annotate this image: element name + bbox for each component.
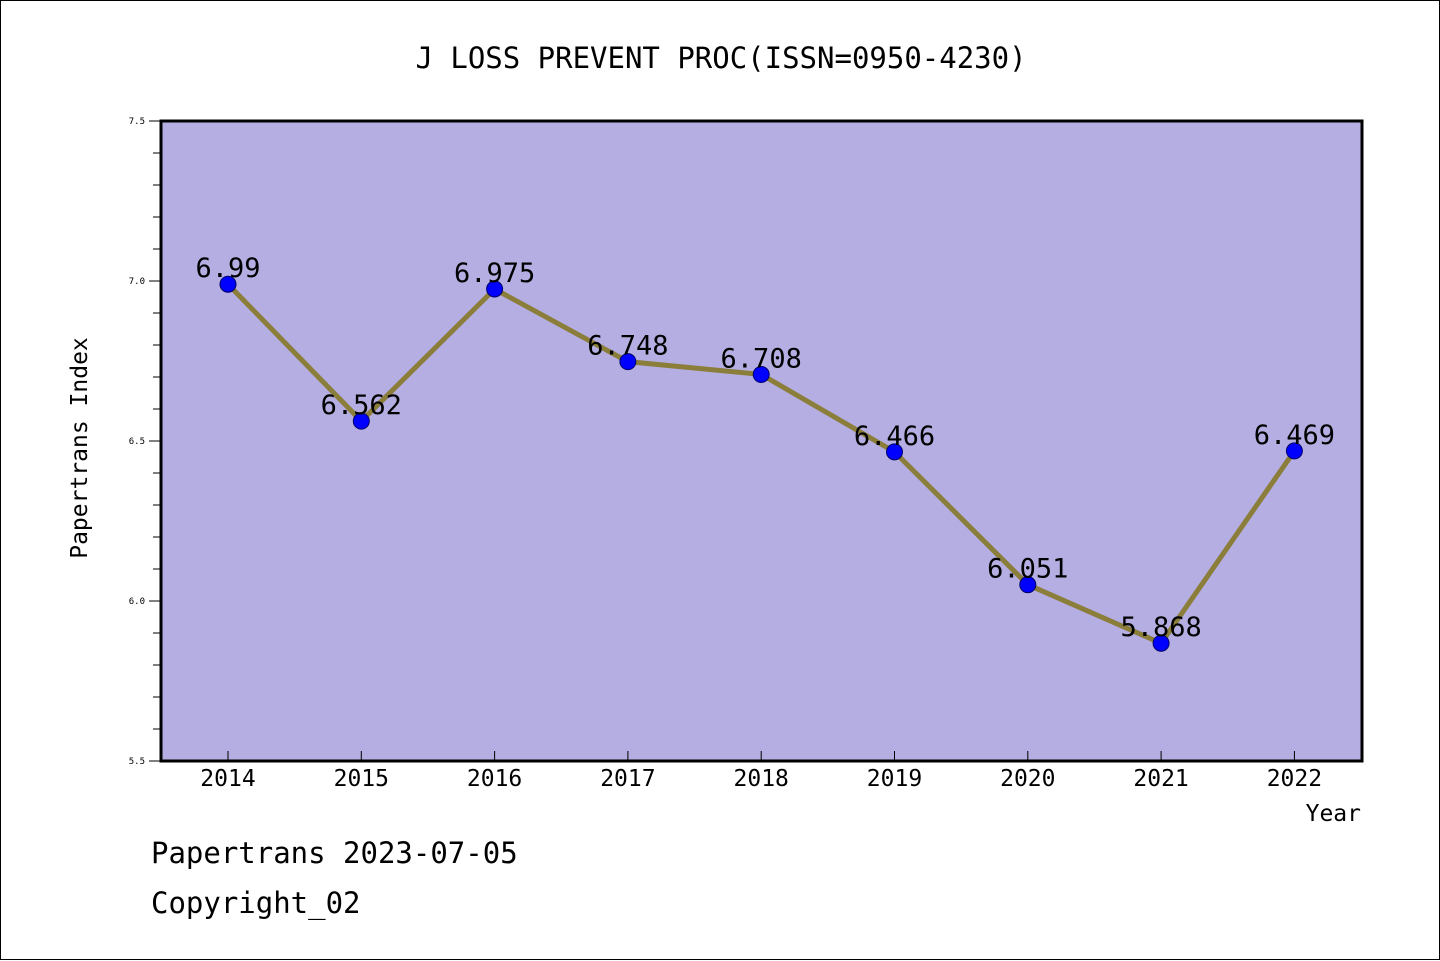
data-label: 6.748	[587, 331, 668, 362]
x-tick-label: 2019	[867, 766, 922, 792]
data-point	[219, 275, 237, 293]
y-tick-label: 6.5	[129, 437, 145, 447]
x-axis: 2014 2015 2016 2017 2018 2019 2020 2021 2022	[200, 751, 1322, 792]
x-tick-label: 2021	[1133, 766, 1188, 792]
data-label: 5.868	[1120, 612, 1201, 643]
y-tick-label: 7.5	[129, 117, 145, 127]
data-point	[619, 353, 637, 371]
x-tick-label: 2017	[600, 766, 655, 792]
y-tick-label: 6.0	[129, 597, 145, 607]
data-point	[486, 280, 504, 298]
x-tick-label: 2018	[734, 766, 789, 792]
data-point	[1152, 634, 1170, 652]
x-tick-label: 2022	[1267, 766, 1322, 792]
data-point	[886, 443, 903, 461]
chart-title: J LOSS PREVENT PROC(ISSN=0950-4230)	[415, 41, 1026, 75]
x-tick-label: 2020	[1000, 766, 1055, 792]
y-tick-label: 7.0	[129, 277, 145, 287]
data-label: 6.562	[321, 390, 402, 421]
y-axis: 5.5 6.0 6.5 7.0 7.5	[129, 117, 161, 767]
data-label: 6.708	[721, 343, 802, 374]
date-stamp: Papertrans 2023-07-05	[151, 836, 518, 870]
x-tick-label: 2015	[334, 766, 389, 792]
data-label: 6.975	[454, 258, 535, 289]
x-tick-label: 2016	[467, 766, 522, 792]
y-axis-label: Papertrans Index	[67, 337, 93, 559]
data-label: 6.051	[987, 554, 1068, 585]
series-layer: 6.99 6.562 6.975 6.748 6.708 6.466 6.051 5.868 6…	[195, 253, 1335, 652]
data-label: 6.466	[854, 421, 935, 452]
data-point	[752, 365, 770, 383]
data-point	[1019, 576, 1037, 594]
x-axis-label: Year	[1306, 801, 1361, 827]
data-label: 6.469	[1254, 420, 1335, 451]
data-point	[1285, 442, 1303, 460]
copyright-text: Copyright_02	[151, 886, 361, 920]
data-label: 6.99	[195, 253, 260, 284]
x-tick-label: 2014	[200, 766, 255, 792]
y-tick-label: 5.5	[129, 757, 145, 767]
plot-area	[159, 119, 1364, 763]
data-point	[352, 412, 370, 430]
